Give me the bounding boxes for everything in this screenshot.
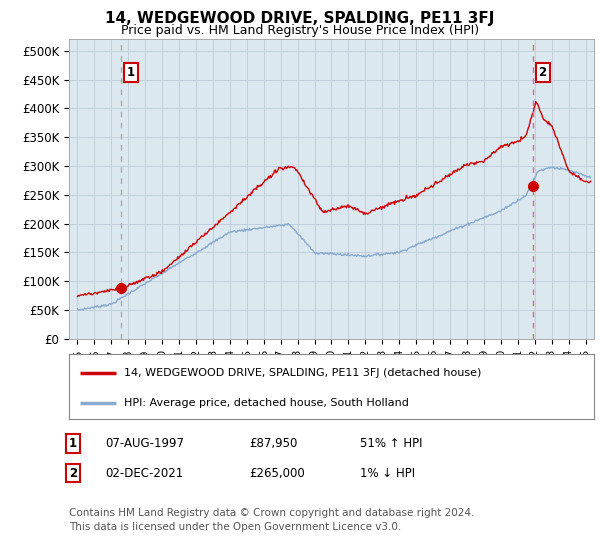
Text: £87,950: £87,950: [249, 437, 298, 450]
Text: 2: 2: [69, 466, 77, 480]
Text: 02-DEC-2021: 02-DEC-2021: [105, 466, 183, 480]
Text: HPI: Average price, detached house, South Holland: HPI: Average price, detached house, Sout…: [124, 398, 409, 408]
Text: 1: 1: [69, 437, 77, 450]
Text: Contains HM Land Registry data © Crown copyright and database right 2024.
This d: Contains HM Land Registry data © Crown c…: [69, 508, 475, 531]
Text: 14, WEDGEWOOD DRIVE, SPALDING, PE11 3FJ (detached house): 14, WEDGEWOOD DRIVE, SPALDING, PE11 3FJ …: [124, 367, 482, 377]
Text: 51% ↑ HPI: 51% ↑ HPI: [360, 437, 422, 450]
Text: 2: 2: [538, 66, 547, 79]
Text: 1% ↓ HPI: 1% ↓ HPI: [360, 466, 415, 480]
Text: 07-AUG-1997: 07-AUG-1997: [105, 437, 184, 450]
Text: 14, WEDGEWOOD DRIVE, SPALDING, PE11 3FJ: 14, WEDGEWOOD DRIVE, SPALDING, PE11 3FJ: [106, 11, 494, 26]
Text: Price paid vs. HM Land Registry's House Price Index (HPI): Price paid vs. HM Land Registry's House …: [121, 24, 479, 37]
Text: £265,000: £265,000: [249, 466, 305, 480]
Text: 1: 1: [127, 66, 135, 79]
